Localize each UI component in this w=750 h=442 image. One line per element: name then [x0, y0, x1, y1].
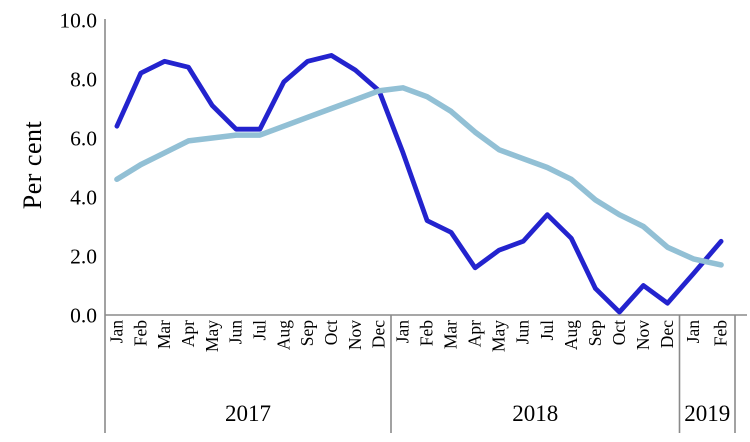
month-tick-label: Mar: [441, 320, 461, 349]
month-tick-label: Jun: [513, 320, 533, 345]
month-tick-label: Nov: [345, 320, 365, 350]
month-tick-label: Dec: [657, 320, 677, 348]
month-tick-label: Jan: [106, 320, 126, 344]
month-tick-label: Oct: [321, 320, 341, 345]
month-tick-label: May: [489, 320, 509, 352]
y-axis-title: Per cent: [18, 120, 47, 210]
y-tick-label: 2.0: [70, 245, 97, 269]
month-tick-label: Oct: [609, 320, 629, 345]
month-tick-label: May: [202, 320, 222, 352]
y-tick-label: 8.0: [70, 68, 97, 92]
month-tick-label: Sep: [585, 320, 605, 347]
month-tick-label: Mar: [154, 320, 174, 349]
month-tick-label: Feb: [711, 320, 731, 347]
month-tick-label: Feb: [130, 320, 150, 347]
month-tick-label: Apr: [465, 320, 485, 347]
month-tick-label: Aug: [273, 320, 293, 350]
month-tick-label: Aug: [561, 320, 581, 350]
month-tick-label: Nov: [633, 320, 653, 350]
light-blue-line: [114, 85, 724, 268]
month-tick-label: Jul: [537, 320, 557, 341]
month-tick-label: Jun: [226, 320, 246, 345]
y-tick-label: 10.0: [59, 9, 97, 33]
month-tick-label: Jul: [249, 320, 269, 341]
month-tick-label: Apr: [178, 320, 198, 347]
y-tick-label: 6.0: [70, 127, 97, 151]
year-label: 2019: [684, 401, 730, 426]
y-tick-label: 4.0: [70, 186, 97, 210]
y-tick-label: 0.0: [70, 304, 97, 328]
month-tick-label: Dec: [369, 320, 389, 348]
month-tick-label: Sep: [297, 320, 317, 347]
month-tick-label: Jan: [683, 320, 703, 344]
month-tick-label: Feb: [417, 320, 437, 347]
year-label: 2018: [512, 401, 558, 426]
year-label: 2017: [225, 401, 271, 426]
month-tick-label: Jan: [393, 320, 413, 344]
dark-blue-line: [114, 53, 724, 315]
